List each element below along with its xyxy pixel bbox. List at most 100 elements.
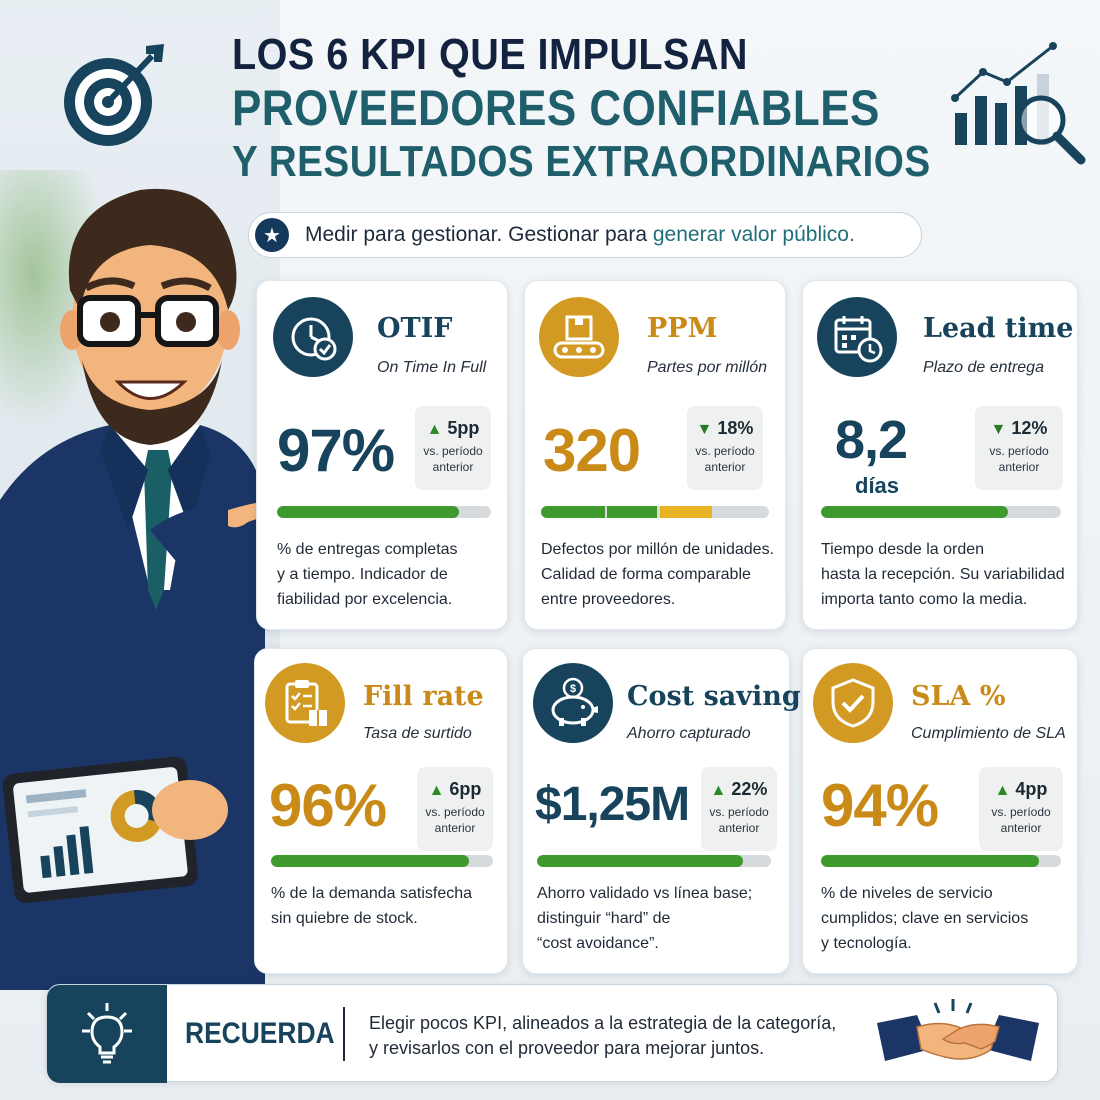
delta-note: anterior [718,821,760,835]
delta-note: vs. período [695,444,755,458]
shield-check-icon [813,663,893,743]
kpi-value: 97% [277,417,395,484]
kpi-progress-fill [271,855,469,867]
bar-segment-green [541,506,605,518]
kpi-progress-bar [821,506,1061,518]
arrow-up-icon: ▲ [994,782,1011,799]
target-arrow-icon [64,44,164,146]
kpi-value: 8,2 [835,410,908,470]
banner-label: RECUERDA [185,1017,335,1050]
kpi-delta-box: ▲ 5pp vs. período anterior [415,406,491,490]
title-line-1: LOS 6 KPI QUE IMPULSAN [232,30,748,79]
kpi-value: $1,25M [535,778,690,831]
arrow-down-icon: ▼ [696,421,713,438]
clipboard-box-icon [265,663,345,743]
kpi-value: 96% [269,772,387,839]
kpi-description: Tiempo desde la orden hasta la recepción… [821,537,1077,612]
piggy-bank-icon: $ [533,663,613,743]
page-title: LOS 6 KPI QUE IMPULSAN PROVEEDORES CONFI… [232,30,932,188]
title-line-2: PROVEEDORES CONFIABLES [232,80,880,136]
kpi-delta: 6pp [449,779,482,799]
kpi-delta: 4pp [1015,779,1048,799]
kpi-title: OTIF [377,313,453,344]
kpi-subtitle: Tasa de surtido [363,725,472,742]
delta-note: vs. período [989,444,1049,458]
kpi-subtitle: Plazo de entrega [923,359,1044,376]
svg-text:$: $ [570,683,576,695]
delta-note: vs. período [423,444,483,458]
kpi-progress-bar [821,855,1061,867]
kpi-unit: días [855,473,900,498]
desc-line: fiabilidad por excelencia. [277,591,453,608]
title-line-3: Y RESULTADOS EXTRAORDINARIOS [232,137,931,186]
kpi-delta-box: ▲ 22% vs. período anterior [701,767,777,851]
kpi-card-otif: OTIF On Time In Full 97% ▲ 5pp vs. perío… [256,280,508,630]
tagline-pill: ★ Medir para gestionar. Gestionar para g… [248,212,922,258]
kpi-title: Lead time [923,313,1074,344]
bar-segment-green [607,506,658,518]
banner-text-line: Elegir pocos KPI, alineados a la estrate… [369,1013,837,1033]
desc-line: % de niveles de servicio [821,885,993,902]
kpi-value: 94% [821,772,939,839]
desc-line: entre proveedores. [541,591,676,608]
desc-line: y a tiempo. Indicador de [277,566,448,583]
tagline-part-2: generar valor público. [652,223,855,246]
desc-line: Calidad de forma comparable [541,566,751,583]
desc-line: % de entregas completas [277,541,458,558]
handshake-icon [877,999,1039,1061]
kpi-progress-bar [541,506,769,518]
kpi-delta-box: ▲ 6pp vs. período anterior [417,767,493,851]
kpi-card-cost-savings: $ Cost savings Ahorro capturado $1,25M ▲… [522,648,816,974]
clock-check-icon [273,297,353,377]
star-icon: ★ [255,218,289,252]
delta-note: anterior [432,460,474,474]
kpi-title: PPM [647,313,718,344]
delta-note: vs. período [709,805,769,819]
lightbulb-icon [47,985,167,1083]
calendar-clock-icon [817,297,897,377]
kpi-delta-box: ▼ 12% vs. período anterior [975,406,1063,490]
kpi-card-lead-time: Lead time Plazo de entrega 8,2 días ▼ 12… [802,280,1078,630]
delta-note: vs. período [991,805,1051,819]
kpi-card-ppm: PPM Partes por millón 320 ▼ 18% vs. perí… [524,280,786,630]
banner-text: Elegir pocos KPI, alineados a la estrate… [369,1011,889,1061]
desc-line: hasta la recepción. Su variabilidad [821,566,1065,583]
kpi-delta-box: ▼ 18% vs. período anterior [687,406,763,490]
desc-line: sin quiebre de stock. [271,910,418,927]
kpi-card-fill-rate: Fill rate Tasa de surtido 96% ▲ 6pp vs. … [254,648,508,974]
remember-banner: RECUERDA Elegir pocos KPI, alineados a l… [46,984,1058,1083]
conveyor-icon [539,297,619,377]
kpi-card-sla: SLA % Cumplimiento de SLA 94% ▲ 4pp vs. … [802,648,1078,974]
arrow-up-icon: ▲ [710,782,727,799]
kpi-value: 320 [543,417,641,484]
kpi-description: Ahorro validado vs línea base; distingui… [537,881,783,956]
chart-magnifier-icon [951,42,1086,165]
banner-divider [343,1007,345,1061]
desc-line: Ahorro validado vs línea base; [537,885,753,902]
desc-line: cumplidos; clave en servicios [821,910,1029,927]
desc-line: importa tanto como la media. [821,591,1028,608]
kpi-progress-bar [271,855,493,867]
kpi-description: % de la demanda satisfecha sin quiebre d… [271,881,501,931]
desc-line: Defectos por millón de unidades. [541,541,775,558]
kpi-delta: 18% [717,418,754,438]
kpi-subtitle: Partes por millón [647,359,768,376]
bar-segment-yellow [659,506,712,518]
kpi-delta: 12% [1011,418,1048,438]
desc-line: Tiempo desde la orden [821,541,985,558]
kpi-title: Cost savings [627,681,816,712]
desc-line: distinguir “hard” de [537,910,671,927]
arrow-up-icon: ▲ [426,421,443,438]
arrow-down-icon: ▼ [990,421,1007,438]
kpi-title: SLA % [911,681,1006,712]
kpi-description: Defectos por millón de unidades. Calidad… [541,537,781,612]
desc-line: % de la demanda satisfecha [271,885,473,902]
businessman-illustration [0,188,287,990]
delta-note: anterior [704,460,746,474]
kpi-progress-fill [277,506,459,518]
desc-line: y tecnología. [821,935,912,952]
desc-line: “cost avoidance”. [537,935,659,952]
kpi-subtitle: Cumplimiento de SLA [911,725,1066,742]
tagline-part-1: Medir para gestionar. Gestionar para [305,223,653,246]
kpi-subtitle: Ahorro capturado [627,725,751,742]
